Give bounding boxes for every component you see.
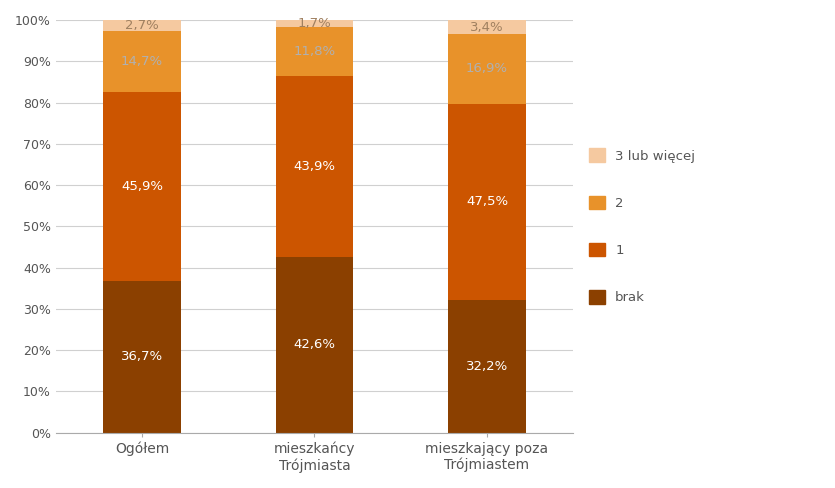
Bar [104, 92, 181, 281]
Bar [448, 34, 526, 104]
Text: 32,2%: 32,2% [466, 360, 508, 373]
Text: 11,8%: 11,8% [293, 45, 336, 58]
Text: 43,9%: 43,9% [293, 160, 336, 173]
Text: 2,7%: 2,7% [125, 19, 159, 32]
Text: 1,7%: 1,7% [297, 17, 331, 30]
Text: 36,7%: 36,7% [121, 350, 163, 364]
Bar [104, 31, 181, 92]
Text: 14,7%: 14,7% [121, 55, 163, 68]
Bar [276, 20, 353, 27]
Text: 47,5%: 47,5% [466, 195, 508, 208]
Bar [276, 27, 353, 76]
Text: 3,4%: 3,4% [470, 20, 504, 34]
Text: 42,6%: 42,6% [293, 338, 336, 351]
Bar [276, 76, 353, 257]
Bar [276, 257, 353, 433]
Bar [104, 281, 181, 433]
Legend: 3 lub więcej, 2, 1, brak: 3 lub więcej, 2, 1, brak [584, 143, 701, 309]
Text: 45,9%: 45,9% [121, 180, 163, 193]
Text: 16,9%: 16,9% [466, 62, 508, 76]
Bar [104, 20, 181, 31]
Bar [448, 300, 526, 433]
Bar [448, 104, 526, 300]
Bar [448, 20, 526, 34]
